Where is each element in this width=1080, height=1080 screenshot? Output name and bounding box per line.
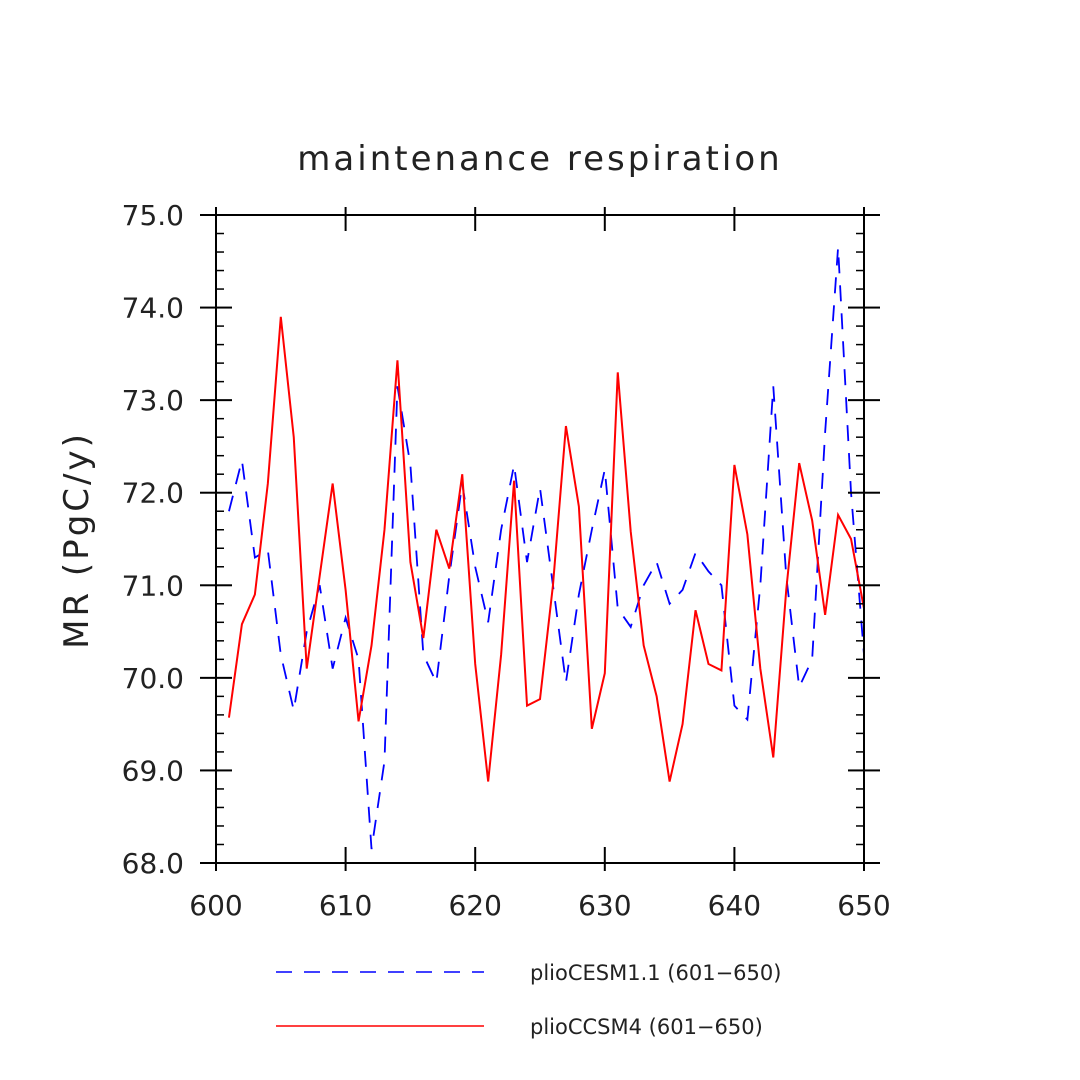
y-tick-label: 71.0 [122,569,184,602]
x-tick-label: 630 [578,889,631,922]
x-tick-label: 640 [708,889,761,922]
x-tick-label: 620 [448,889,501,922]
legend-label-cesm: plioCESM1.1 (601−650) [530,961,781,985]
axis-ticks: 600 610 620 630 640 650 68.0 69.0 70.0 71.0 72.0 73… [122,199,891,922]
plot-frame [215,214,865,864]
x-tick-label: 600 [189,889,242,922]
legend: plioCESM1.1 (601−650) plioCCSM4 (601−650… [276,961,781,1039]
y-tick-label: 69.0 [122,754,184,787]
y-tick-label: 70.0 [122,662,184,695]
x-tick-label: 610 [319,889,372,922]
series-line-0 [228,247,865,850]
y-tick-label: 75.0 [122,199,184,232]
y-tick-label: 74.0 [122,292,184,325]
series-line-1 [227,316,865,782]
chart-title: maintenance respiration [297,139,782,179]
y-axis-label: MR (PgC/y) [57,431,97,649]
y-tick-label: 68.0 [122,847,184,880]
y-tick-label: 73.0 [122,384,184,417]
y-tick-label: 72.0 [122,477,184,510]
x-tick-label: 650 [837,889,890,922]
series-layer [227,247,865,850]
legend-label-ccsm4: plioCCSM4 (601−650) [530,1015,763,1039]
